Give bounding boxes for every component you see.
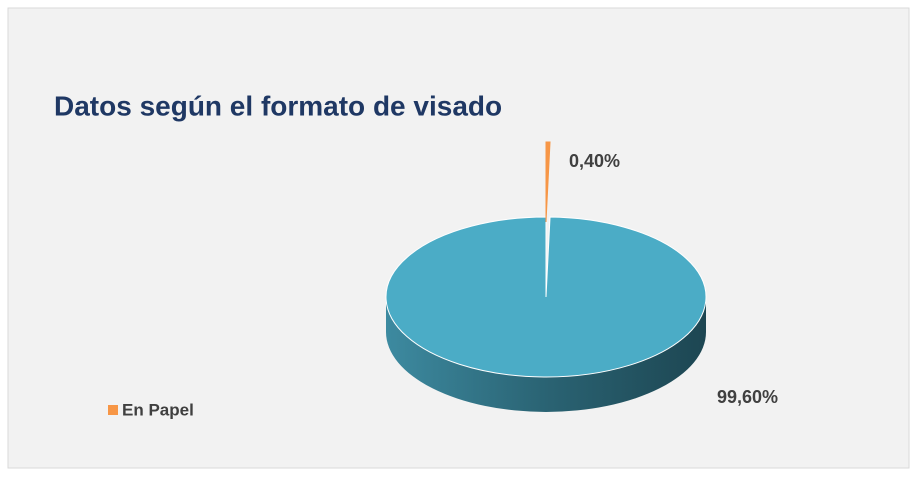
legend-label: En Papel: [122, 400, 194, 419]
data-label: 0,40%: [569, 151, 620, 171]
pie-slice: [545, 141, 551, 223]
legend-swatch: [108, 405, 118, 415]
chart-title: Datos según el formato de visado: [54, 90, 502, 121]
data-label: 99,60%: [717, 387, 778, 407]
pie-slice: [385, 216, 707, 378]
pie-side: [386, 297, 706, 412]
